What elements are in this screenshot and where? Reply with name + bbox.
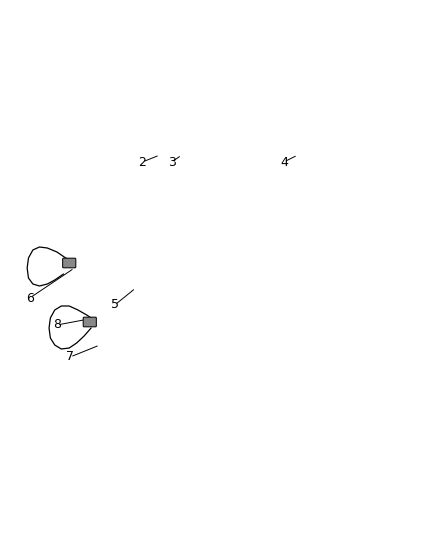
FancyBboxPatch shape [83, 317, 96, 327]
Text: 5: 5 [111, 298, 119, 311]
Text: 3: 3 [168, 156, 176, 168]
Text: 4: 4 [280, 156, 288, 168]
Text: 2: 2 [138, 156, 146, 168]
Text: 8: 8 [53, 319, 61, 332]
Text: 6: 6 [26, 292, 34, 304]
FancyBboxPatch shape [63, 258, 76, 268]
Text: 7: 7 [66, 351, 74, 364]
